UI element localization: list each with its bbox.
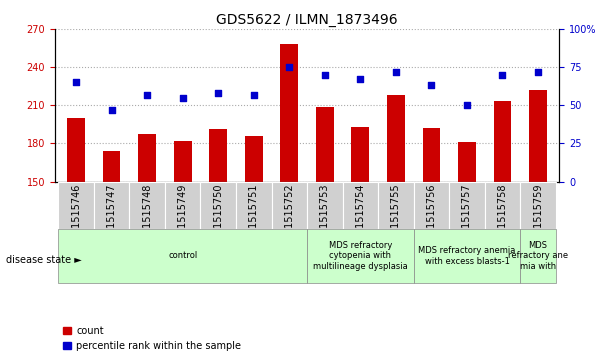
Bar bbox=[387, 95, 405, 363]
FancyBboxPatch shape bbox=[378, 182, 413, 229]
Title: GDS5622 / ILMN_1873496: GDS5622 / ILMN_1873496 bbox=[216, 13, 398, 26]
Point bbox=[462, 102, 472, 108]
Bar bbox=[529, 90, 547, 363]
Text: GSM1515747: GSM1515747 bbox=[106, 184, 117, 249]
Text: GSM1515753: GSM1515753 bbox=[320, 184, 330, 249]
Point bbox=[178, 95, 187, 101]
Text: GSM1515752: GSM1515752 bbox=[285, 184, 294, 249]
Bar bbox=[67, 118, 85, 363]
Text: GSM1515759: GSM1515759 bbox=[533, 184, 543, 249]
Text: GSM1515748: GSM1515748 bbox=[142, 184, 152, 249]
FancyBboxPatch shape bbox=[58, 182, 94, 229]
FancyBboxPatch shape bbox=[58, 229, 307, 283]
Text: GSM1515750: GSM1515750 bbox=[213, 184, 223, 249]
Legend: count, percentile rank within the sample: count, percentile rank within the sample bbox=[60, 322, 245, 355]
Text: MDS
refractory ane
mia with: MDS refractory ane mia with bbox=[508, 241, 568, 271]
Point bbox=[285, 64, 294, 70]
FancyBboxPatch shape bbox=[130, 182, 165, 229]
Bar bbox=[494, 102, 511, 363]
Bar bbox=[280, 44, 298, 363]
FancyBboxPatch shape bbox=[94, 182, 130, 229]
FancyBboxPatch shape bbox=[520, 182, 556, 229]
FancyBboxPatch shape bbox=[449, 182, 485, 229]
Point bbox=[107, 107, 117, 113]
Point bbox=[533, 69, 543, 75]
FancyBboxPatch shape bbox=[307, 229, 413, 283]
Point bbox=[142, 92, 152, 98]
Bar bbox=[103, 151, 120, 363]
FancyBboxPatch shape bbox=[520, 229, 556, 283]
Bar bbox=[351, 127, 369, 363]
Bar bbox=[423, 128, 440, 363]
Point bbox=[497, 72, 507, 78]
Text: GSM1515749: GSM1515749 bbox=[178, 184, 188, 249]
Point bbox=[249, 92, 258, 98]
Bar bbox=[458, 142, 476, 363]
Text: GSM1515758: GSM1515758 bbox=[497, 184, 508, 249]
Text: MDS refractory anemia
with excess blasts-1: MDS refractory anemia with excess blasts… bbox=[418, 246, 516, 266]
Bar bbox=[209, 130, 227, 363]
Text: control: control bbox=[168, 252, 197, 260]
Text: GSM1515751: GSM1515751 bbox=[249, 184, 259, 249]
Text: GSM1515755: GSM1515755 bbox=[391, 184, 401, 249]
Text: GSM1515757: GSM1515757 bbox=[462, 184, 472, 249]
FancyBboxPatch shape bbox=[485, 182, 520, 229]
Bar bbox=[138, 135, 156, 363]
FancyBboxPatch shape bbox=[307, 182, 342, 229]
Bar bbox=[245, 136, 263, 363]
Bar bbox=[316, 107, 334, 363]
Point bbox=[213, 90, 223, 96]
Text: disease state ►: disease state ► bbox=[6, 254, 82, 265]
Text: GSM1515756: GSM1515756 bbox=[426, 184, 437, 249]
FancyBboxPatch shape bbox=[342, 182, 378, 229]
FancyBboxPatch shape bbox=[165, 182, 201, 229]
FancyBboxPatch shape bbox=[201, 182, 236, 229]
Point bbox=[427, 82, 437, 88]
FancyBboxPatch shape bbox=[413, 229, 520, 283]
Point bbox=[320, 72, 330, 78]
Text: GSM1515746: GSM1515746 bbox=[71, 184, 81, 249]
FancyBboxPatch shape bbox=[236, 182, 272, 229]
FancyBboxPatch shape bbox=[272, 182, 307, 229]
Text: GSM1515754: GSM1515754 bbox=[355, 184, 365, 249]
Bar bbox=[174, 141, 192, 363]
Point bbox=[356, 77, 365, 82]
Point bbox=[391, 69, 401, 75]
Text: MDS refractory
cytopenia with
multilineage dysplasia: MDS refractory cytopenia with multilinea… bbox=[313, 241, 408, 271]
Point bbox=[71, 79, 81, 85]
FancyBboxPatch shape bbox=[413, 182, 449, 229]
